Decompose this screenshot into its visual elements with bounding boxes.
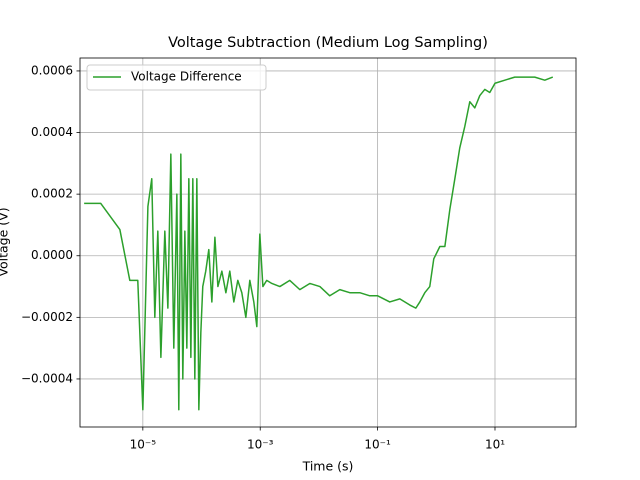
axes: −0.0004 −0.0002 0.0000 0.0002 0.0004 0.0006 10… (21, 63, 505, 451)
y-axis-label: Voltage (V) (0, 207, 11, 276)
plot-area (84, 76, 554, 411)
x-tick-label: 10⁻⁵ (130, 438, 157, 452)
legend-box (86, 64, 267, 91)
grid (80, 58, 576, 427)
data-line (84, 76, 554, 411)
x-axis-label: Time (s) (302, 459, 354, 474)
y-tick-label: −0.0004 (21, 371, 73, 385)
y-tick-label: 0.0006 (31, 63, 73, 77)
y-tick-label: −0.0002 (21, 310, 73, 324)
x-tick-label: 10⁻¹ (364, 438, 391, 452)
axes-frame (79, 57, 577, 428)
y-tick-label: 0.0004 (31, 125, 73, 139)
y-tick-label: 0.0000 (31, 248, 73, 262)
chart-title: Voltage Subtraction (Medium Log Sampling… (168, 35, 488, 51)
x-tick-label: 10¹ (485, 438, 505, 452)
x-tick-label: 10⁻³ (247, 438, 274, 452)
legend: Voltage Difference (86, 64, 267, 91)
y-tick-label: 0.0002 (31, 187, 73, 201)
legend-label: Voltage Difference (131, 70, 242, 84)
